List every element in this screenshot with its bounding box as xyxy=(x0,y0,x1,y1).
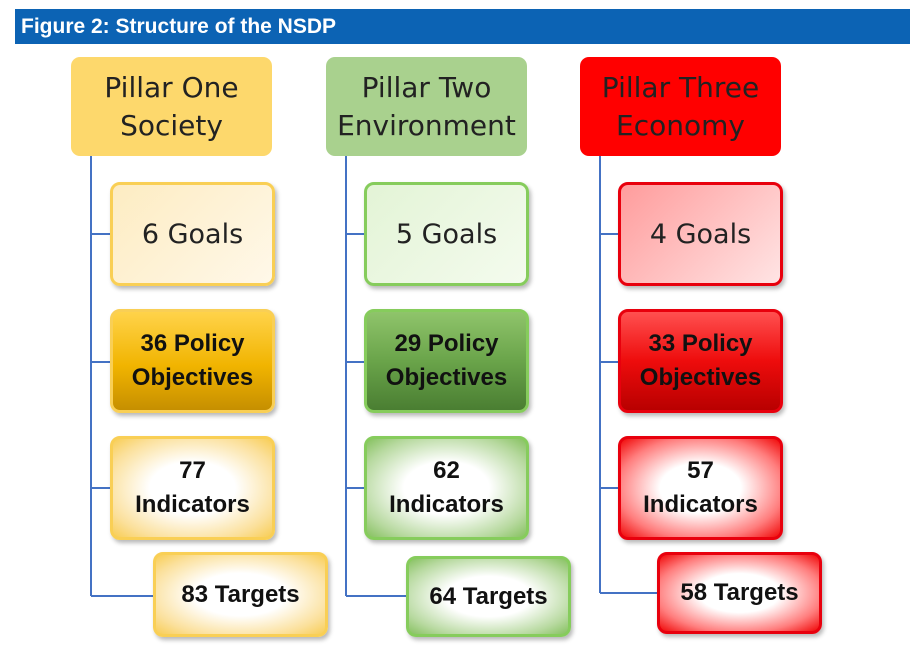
pillar-three-heading: Pillar Three Economy xyxy=(580,57,781,156)
pillar-two-targets: 64 Targets xyxy=(406,556,571,637)
pillar-two-goals: 5 Goals xyxy=(364,182,529,286)
pillar-one-policy-objectives: 36 Policy Objectives xyxy=(110,309,275,413)
pillar-three-goals: 4 Goals xyxy=(618,182,783,286)
pillar-two-heading: Pillar Two Environment xyxy=(326,57,527,156)
pillar-one-indicators: 77 Indicators xyxy=(110,436,275,540)
figure-title: Figure 2: Structure of the NSDP xyxy=(15,9,910,44)
pillar-one-targets: 83 Targets xyxy=(153,552,328,637)
pillar-one-connector xyxy=(90,156,153,597)
pillar-three-indicators: 57 Indicators xyxy=(618,436,783,540)
pillar-one-goals: 6 Goals xyxy=(110,182,275,286)
pillar-one-heading: Pillar One Society xyxy=(71,57,272,156)
pillar-two-indicators: 62 Indicators xyxy=(364,436,529,540)
pillar-two-policy-objectives: 29 Policy Objectives xyxy=(364,309,529,413)
pillar-three-policy-objectives: 33 Policy Objectives xyxy=(618,309,783,413)
pillar-three-targets: 58 Targets xyxy=(657,552,822,634)
pillar-two-connector xyxy=(345,156,406,597)
pillar-three-connector xyxy=(599,156,657,594)
